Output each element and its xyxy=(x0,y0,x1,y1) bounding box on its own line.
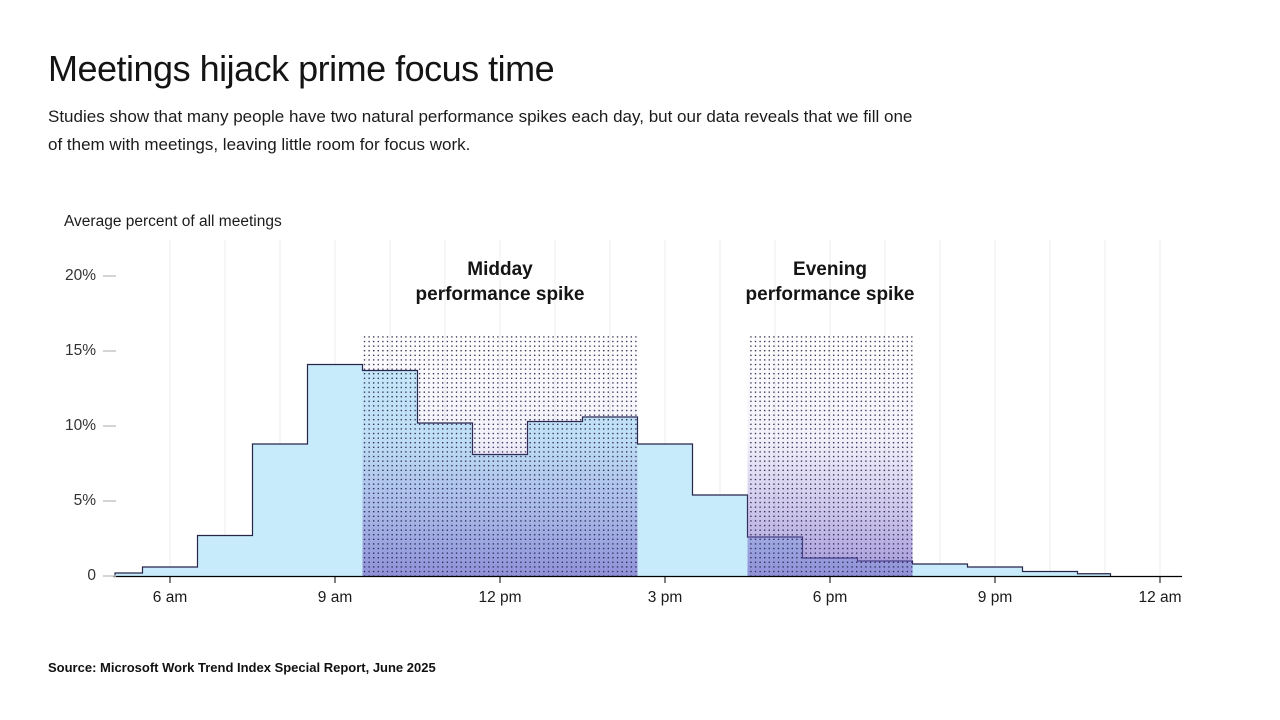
x-tick-label: 12 am xyxy=(1138,589,1182,606)
x-tick-label: 12 pm xyxy=(478,589,522,606)
x-tick-label: 3 pm xyxy=(647,589,683,606)
x-axis-labels: 6 am 9 am 12 pm 3 pm 6 pm 9 pm 12 am xyxy=(0,589,1280,613)
x-tick-label: 6 am xyxy=(152,589,188,606)
x-tick-label: 9 am xyxy=(317,589,353,606)
x-tick-label: 6 pm xyxy=(812,589,848,606)
page-subtitle-line-1: Studies show that many people have two n… xyxy=(48,107,913,126)
region-dots-evening xyxy=(747,336,913,576)
page-subtitle-line-2: of them with meetings, leaving little ro… xyxy=(48,135,471,154)
y-axis-title: Average percent of all meetings xyxy=(64,213,282,230)
source-note: Source: Microsoft Work Trend Index Speci… xyxy=(48,660,436,675)
x-tick-label: 9 pm xyxy=(977,589,1013,606)
page-subtitle: Studies show that many people have two n… xyxy=(48,103,912,159)
region-dots-midday xyxy=(362,336,638,576)
page-title: Meetings hijack prime focus time xyxy=(48,48,555,89)
